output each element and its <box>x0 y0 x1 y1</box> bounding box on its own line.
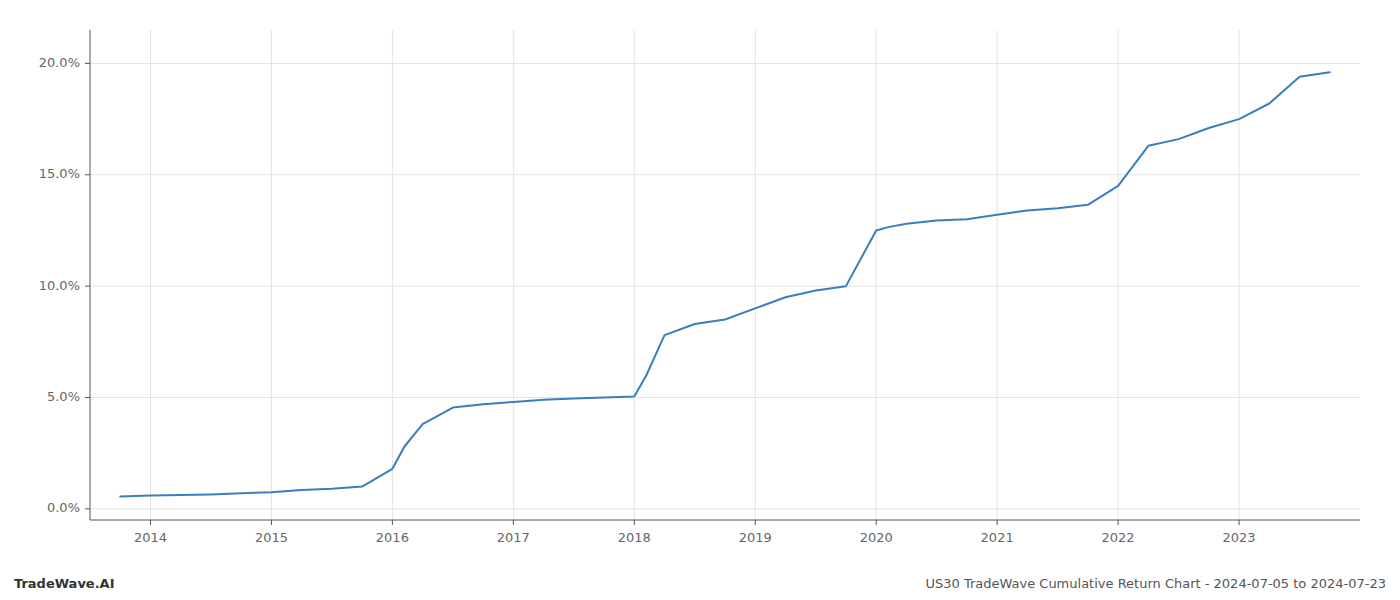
chart: 0.0% 5.0% 10.0% 15.0% 20.0% 2014 2015 2016 2017 2… <box>0 0 1400 600</box>
y-tick <box>85 508 90 509</box>
x-tick <box>513 520 514 525</box>
x-tick-label: 2017 <box>497 530 530 545</box>
x-tick-label: 2019 <box>739 530 772 545</box>
y-tick <box>85 286 90 287</box>
x-grid-line <box>392 30 393 520</box>
footer-left: TradeWave.AI <box>14 576 115 591</box>
y-grid-line <box>90 174 1360 175</box>
y-tick-label: 5.0% <box>47 389 80 404</box>
x-tick <box>634 520 635 525</box>
x-grid-line <box>634 30 635 520</box>
y-grid-line <box>90 508 1360 509</box>
background <box>0 0 1400 600</box>
y-tick-label: 20.0% <box>39 55 80 70</box>
x-tick <box>1239 520 1240 525</box>
y-grid-line <box>90 286 1360 287</box>
y-tick <box>85 174 90 175</box>
y-tick <box>85 397 90 398</box>
x-grid-line <box>997 30 998 520</box>
plot-area <box>120 72 1330 496</box>
x-tick <box>392 520 393 525</box>
y-tick-label: 0.0% <box>47 500 80 515</box>
x-grid-line <box>1118 30 1119 520</box>
return-line <box>120 72 1330 496</box>
x-tick-label: 2018 <box>618 530 651 545</box>
x-tick <box>755 520 756 525</box>
x-tick-label: 2016 <box>376 530 409 545</box>
x-grid-line <box>150 30 151 520</box>
x-tick <box>997 520 998 525</box>
axes: 0.0% 5.0% 10.0% 15.0% 20.0% 2014 2015 2016 2017 2… <box>39 30 1360 545</box>
x-tick-label: 2022 <box>1102 530 1135 545</box>
y-grid-line <box>90 63 1360 64</box>
x-grid-line <box>271 30 272 520</box>
x-tick-label: 2015 <box>255 530 288 545</box>
y-tick-label: 15.0% <box>39 166 80 181</box>
y-grid-line <box>90 397 1360 398</box>
x-grid-line <box>513 30 514 520</box>
x-grid-line <box>876 30 877 520</box>
grid <box>90 30 1360 520</box>
y-tick-label: 10.0% <box>39 278 80 293</box>
x-grid-line <box>1239 30 1240 520</box>
x-tick-label: 2021 <box>981 530 1014 545</box>
x-tick <box>1118 520 1119 525</box>
x-axis-line <box>90 520 1360 521</box>
x-tick-label: 2020 <box>860 530 893 545</box>
x-tick <box>271 520 272 525</box>
footer-right: US30 TradeWave Cumulative Return Chart -… <box>925 576 1386 591</box>
x-tick <box>150 520 151 525</box>
x-tick-label: 2014 <box>134 530 167 545</box>
y-axis-line <box>90 30 91 520</box>
x-tick <box>876 520 877 525</box>
y-tick <box>85 63 90 64</box>
x-grid-line <box>755 30 756 520</box>
x-tick-label: 2023 <box>1223 530 1256 545</box>
